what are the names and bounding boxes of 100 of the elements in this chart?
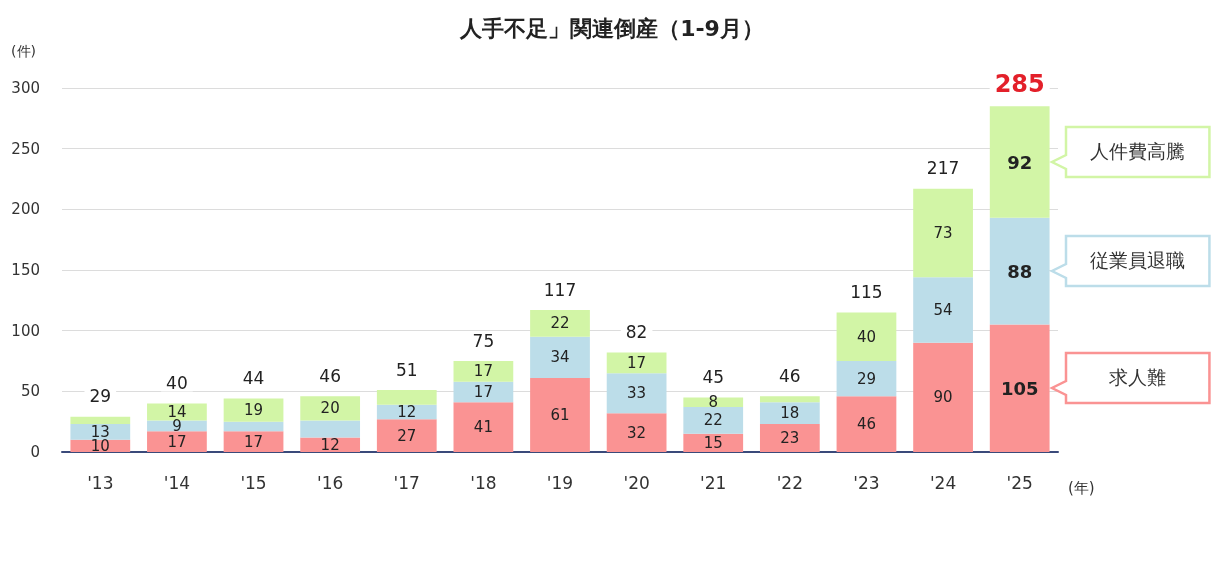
data-label: 12: [320, 435, 340, 454]
bar: [759, 396, 820, 403]
total-label: 29: [89, 386, 112, 407]
data-label: 8: [708, 393, 718, 412]
data-label: 73: [933, 223, 953, 242]
total-label: 217: [926, 158, 960, 179]
data-label: 90: [933, 388, 953, 407]
bar: [223, 431, 284, 452]
bar: [683, 407, 744, 434]
x-tick-label: '23: [853, 472, 880, 493]
data-label: 15: [703, 433, 723, 452]
x-tick-label: '14: [163, 472, 191, 493]
data-label: 46: [856, 415, 877, 434]
total-label: 82: [625, 322, 648, 343]
data-label: 17: [473, 362, 493, 381]
y-tick-label: 250: [11, 139, 40, 158]
y-tick-label: 200: [11, 200, 40, 219]
data-label: 105: [1000, 377, 1039, 399]
total-label: 46: [319, 365, 341, 386]
data-label: 18: [780, 404, 800, 423]
data-label: 17: [243, 432, 264, 451]
total-label: 46: [779, 365, 801, 386]
bar: [759, 402, 820, 425]
bar: [530, 310, 590, 337]
x-tick-label: '22: [776, 472, 803, 493]
data-label: 12: [397, 402, 417, 421]
data-label: 17: [167, 432, 187, 451]
x-tick-label: '24: [929, 472, 957, 493]
bar: [147, 420, 207, 432]
bar: [147, 431, 207, 452]
x-tick-label: '19: [546, 472, 574, 493]
data-label: 20: [320, 399, 340, 418]
total-label: 115: [850, 281, 883, 302]
y-tick-label: 50: [20, 382, 40, 401]
bar: [70, 416, 131, 425]
text: 従業員退職: [1089, 248, 1187, 274]
x-tick-label: '20: [623, 472, 650, 493]
data-label: 10: [90, 436, 110, 455]
bar: [836, 361, 897, 397]
x-tick-label: '15: [240, 472, 267, 493]
bar: [70, 424, 131, 440]
y-tick-label: 300: [11, 79, 40, 97]
total-label: 44: [242, 368, 265, 389]
x-tick-label: '16: [317, 472, 344, 493]
bar: [376, 419, 437, 452]
bar: [606, 413, 667, 452]
x-tick-label: '21: [700, 472, 727, 493]
bar: [989, 106, 1050, 218]
data-label: 33: [627, 384, 647, 403]
chart-title: 人手不足」関連倒産（1-9月）: [459, 15, 764, 41]
bar: [759, 424, 820, 452]
bar: [913, 277, 973, 343]
x-tick-label: '17: [393, 472, 420, 493]
data-label: 17: [473, 382, 493, 401]
x-tick-label: '18: [470, 472, 497, 493]
data-label: 34: [550, 348, 570, 367]
text: 求人難: [1108, 365, 1168, 391]
bar: [300, 437, 361, 452]
data-label: 40: [856, 327, 877, 346]
bar: [453, 402, 514, 452]
data-label: 9: [172, 416, 182, 435]
x-axis-title: (年): [1068, 478, 1095, 497]
text: 人件費高騰: [1089, 139, 1187, 164]
y-tick-label: 150: [11, 261, 40, 279]
bar: [683, 397, 744, 408]
bar: [683, 433, 744, 452]
data-label: 92: [1007, 151, 1033, 173]
data-label: 29: [856, 369, 877, 388]
bar: [223, 398, 284, 422]
data-label: 23: [780, 429, 800, 448]
y-tick-label: 100: [11, 321, 40, 340]
bar: [836, 396, 897, 452]
x-tick-label: '13: [87, 472, 114, 493]
data-label: 61: [550, 405, 570, 424]
total-label: 117: [543, 279, 577, 300]
data-label: 22: [550, 314, 570, 333]
data-label: 41: [473, 418, 493, 437]
total-label: 45: [702, 366, 725, 387]
total-label: 40: [166, 372, 188, 393]
data-label: 27: [397, 426, 417, 445]
bar: [300, 420, 361, 438]
total-label: 75: [472, 330, 495, 351]
bar: [530, 377, 590, 452]
bar: [836, 312, 897, 361]
data-label: 22: [703, 411, 723, 430]
total-label: 51: [395, 359, 418, 380]
bar: [530, 336, 590, 378]
data-label: 17: [627, 353, 647, 372]
bar: [453, 361, 514, 382]
bar: [989, 324, 1050, 452]
bar: [300, 396, 361, 421]
bar: [913, 342, 973, 452]
x-tick-label: '25: [1006, 472, 1033, 493]
data-label: 32: [627, 423, 647, 442]
data-label: 54: [933, 301, 953, 320]
data-label: 88: [1007, 260, 1033, 282]
data-label: 19: [243, 401, 264, 420]
y-axis-title: (件): [11, 43, 36, 59]
bar: [223, 421, 284, 432]
bar: [913, 188, 973, 278]
